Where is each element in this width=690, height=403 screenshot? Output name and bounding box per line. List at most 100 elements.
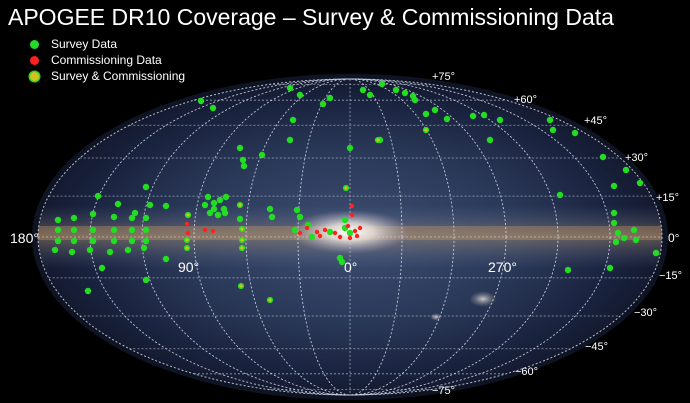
survey-field (346, 144, 354, 152)
survey-field (142, 183, 150, 191)
survey-field (266, 205, 274, 213)
survey-field (210, 199, 218, 207)
lat-label-plus45: +45° (584, 115, 608, 127)
commissioning-field (357, 225, 363, 231)
lat-label-plus75: +75° (432, 71, 456, 83)
survey-field (70, 226, 78, 234)
legend-label-commissioning: Commissioning Data (51, 53, 162, 67)
survey-marker-icon (30, 39, 39, 49)
survey-field (222, 193, 230, 201)
survey-field (210, 205, 218, 213)
survey-field (268, 213, 276, 221)
commissioning-field (322, 227, 328, 233)
survey-field (308, 233, 316, 241)
survey-field (142, 276, 150, 284)
survey-field (128, 214, 136, 222)
legend: Survey Data Commissioning Data Survey & … (30, 36, 185, 84)
survey-and-commissioning-field (238, 236, 246, 244)
survey-field (571, 129, 579, 137)
survey-field (411, 96, 419, 104)
survey-field (209, 104, 217, 112)
survey-field (486, 136, 494, 144)
survey-field (201, 201, 209, 209)
survey-and-commissioning-field (266, 296, 274, 304)
survey-field (612, 238, 620, 246)
survey-field (614, 229, 622, 237)
survey-field (94, 192, 102, 200)
survey-field (496, 116, 504, 124)
survey-field (54, 226, 62, 234)
survey-field (214, 211, 222, 219)
commissioning-field (337, 234, 343, 240)
survey-field (556, 191, 564, 199)
legend-label-survey: Survey Data (51, 37, 118, 51)
survey-field (106, 248, 114, 256)
survey-and-commissioning-field (238, 225, 246, 233)
survey-field (140, 244, 148, 252)
legend-label-both: Survey & Commissioning (51, 69, 186, 83)
survey-field (296, 213, 304, 221)
survey-field (610, 182, 618, 190)
survey-and-commissioning-field (422, 126, 430, 134)
survey-field (89, 237, 97, 245)
survey-field (142, 214, 150, 222)
survey-field (326, 228, 334, 236)
lat-label-plus30: +30° (625, 152, 649, 164)
survey-field (599, 153, 607, 161)
survey-and-commissioning-field (183, 244, 191, 252)
survey-field (221, 209, 229, 217)
survey-field (70, 237, 78, 245)
survey-field (622, 166, 630, 174)
lon-label-90: 90° (178, 259, 200, 275)
survey-field (443, 115, 451, 123)
survey-field (70, 214, 78, 222)
commissioning-field (347, 235, 353, 241)
survey-field (293, 206, 301, 214)
lon-label-180: 180° (10, 230, 39, 246)
commissioning-field (202, 227, 208, 233)
both-marker-icon (30, 71, 39, 81)
commissioning-field (345, 223, 351, 229)
commissioning-field (317, 233, 323, 239)
survey-field (359, 86, 367, 94)
lat-label-minus60: −60° (515, 366, 539, 378)
survey-field (128, 237, 136, 245)
survey-field (401, 89, 409, 97)
lat-label-minus30: −30° (634, 307, 658, 319)
survey-field (632, 236, 640, 244)
survey-and-commissioning-field (184, 211, 192, 219)
graticule (37, 78, 663, 396)
commissioning-field (314, 229, 320, 235)
commissioning-field (349, 212, 355, 218)
survey-field (110, 237, 118, 245)
map-outline (37, 78, 663, 396)
survey-field (564, 266, 572, 274)
commissioning-field (332, 230, 338, 236)
survey-field (636, 179, 644, 187)
survey-field (142, 237, 150, 245)
survey-field (346, 229, 354, 237)
lat-label-minus75: −75° (432, 385, 456, 397)
survey-field (546, 116, 554, 124)
small-magellanic-cloud (430, 313, 442, 321)
commissioning-field (352, 228, 358, 234)
survey-field (197, 97, 205, 105)
survey-field (162, 255, 170, 263)
survey-and-commissioning-field (342, 184, 350, 192)
lat-label-0: 0° (668, 231, 680, 245)
survey-field (258, 151, 266, 159)
survey-and-commissioning-field (238, 244, 246, 252)
survey-field (216, 196, 224, 204)
survey-field (142, 226, 150, 234)
survey-field (98, 264, 106, 272)
survey-field (146, 201, 154, 209)
lat-label-minus15: −15° (659, 270, 683, 282)
legend-item-both: Survey & Commissioning (30, 68, 185, 84)
commissioning-field (210, 228, 216, 234)
survey-field (54, 237, 62, 245)
survey-and-commissioning-field (237, 282, 245, 290)
survey-field (392, 86, 400, 94)
survey-field (204, 193, 212, 201)
survey-field (610, 219, 618, 227)
